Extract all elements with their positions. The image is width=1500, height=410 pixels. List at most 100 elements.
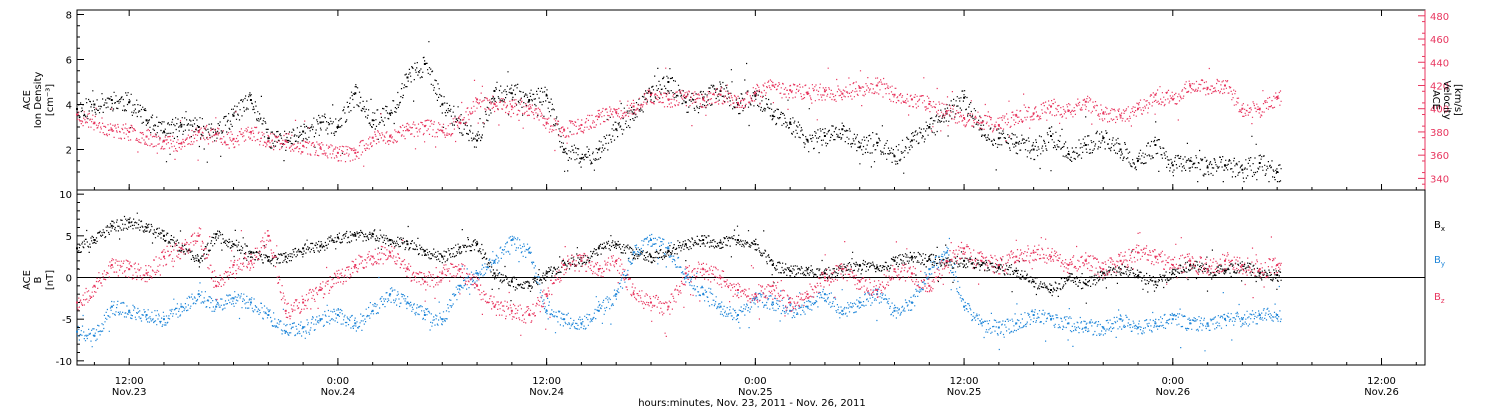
density-point [1241, 168, 1244, 171]
density-point [1171, 164, 1174, 167]
density-point [76, 108, 78, 110]
bx-point [76, 247, 78, 250]
density-tick-label: 2 [66, 146, 72, 157]
density-tick-label: 6 [66, 56, 72, 67]
bz-point [215, 284, 218, 287]
bz-point [180, 247, 183, 250]
bz-point [249, 259, 252, 262]
bx-point [771, 264, 774, 266]
bz-point [858, 280, 861, 283]
by-point [458, 284, 461, 287]
density-point [302, 130, 305, 133]
bx-point [284, 255, 287, 258]
density-tick-label: 8 [66, 11, 72, 22]
velocity-point [1137, 107, 1140, 110]
velocity-point [528, 107, 531, 110]
density-point [858, 146, 861, 149]
by-point [1258, 314, 1261, 316]
velocity-point [945, 110, 948, 113]
by-point [406, 301, 409, 304]
density-point [1119, 148, 1122, 151]
bx-point [476, 243, 479, 246]
density-point [1032, 148, 1035, 151]
by-point [736, 314, 739, 316]
b-tick-label: -5 [62, 315, 72, 326]
bx-point [684, 243, 687, 246]
legend-bz-base: B [1434, 292, 1441, 303]
density-point [545, 94, 548, 97]
bz-point [1171, 264, 1174, 266]
bz-point [162, 255, 165, 258]
by-point [945, 251, 948, 254]
bx-point [128, 221, 131, 224]
by-point [910, 301, 913, 304]
bz-point [423, 280, 426, 283]
b-legend: Bx By Bz [1434, 220, 1445, 305]
b-y-axis: -10 -5 0 5 10 [56, 190, 84, 368]
density-point [632, 112, 635, 115]
b-tick-label: 10 [59, 190, 72, 201]
bx-point [667, 249, 670, 252]
bz-point [1102, 268, 1105, 271]
bx-point [302, 247, 305, 250]
density-ylabel-units: [cm⁻³] [45, 84, 56, 116]
velocity-point [302, 144, 305, 147]
bz-point [1241, 264, 1244, 266]
density-tick-label: 4 [66, 101, 72, 112]
velocity-point [1154, 93, 1157, 96]
density-point [684, 101, 687, 104]
by-point [1241, 318, 1244, 321]
density-point [510, 92, 513, 95]
velocity-point [1241, 107, 1244, 110]
by-point [1223, 318, 1226, 321]
density-point [580, 157, 583, 160]
x-tick-date: Nov.25 [738, 387, 773, 398]
top-panel-points [76, 41, 1282, 183]
bx-point [371, 233, 374, 236]
bz-point [1137, 251, 1140, 254]
by-point [893, 309, 896, 312]
by-point [510, 239, 513, 241]
bz-point [319, 289, 322, 291]
by-point [632, 251, 635, 254]
velocity-point [876, 84, 879, 87]
bottom-panel-points [76, 212, 1282, 352]
legend-bx-base: B [1434, 220, 1441, 231]
by-point [215, 305, 218, 308]
bz-point [1050, 255, 1053, 258]
bz-point [910, 272, 913, 275]
bz-point [232, 264, 235, 266]
by-point [858, 301, 861, 304]
velocity-point [997, 123, 1000, 126]
bx-point [1276, 274, 1279, 276]
by-point [702, 293, 705, 296]
bx-point [1189, 264, 1192, 266]
bx-point [789, 269, 792, 272]
density-point [997, 137, 1000, 140]
bz-point [1067, 264, 1070, 266]
bz-point [980, 259, 983, 262]
bx-point [736, 239, 739, 241]
by-point [249, 301, 252, 304]
velocity-point [510, 105, 513, 108]
bz-point [684, 272, 687, 275]
bz-point [789, 301, 792, 304]
bz-point [493, 305, 496, 308]
density-point [563, 148, 566, 151]
velocity-tick-label: 360 [1430, 151, 1449, 162]
bz-point [632, 293, 635, 296]
velocity-ylabel-units: [km/s] [1452, 84, 1463, 116]
density-point [1050, 135, 1053, 137]
by-point [1032, 314, 1035, 316]
velocity-point [632, 105, 635, 108]
velocity-point [615, 111, 618, 114]
velocity-tick-label: 340 [1430, 174, 1449, 185]
bz-point [545, 293, 548, 296]
velocity-point [493, 103, 496, 106]
bz-point [476, 284, 479, 287]
velocity-point [215, 133, 218, 136]
bz-point [649, 301, 652, 304]
velocity-point [1258, 107, 1261, 110]
bx-point [1223, 269, 1226, 272]
